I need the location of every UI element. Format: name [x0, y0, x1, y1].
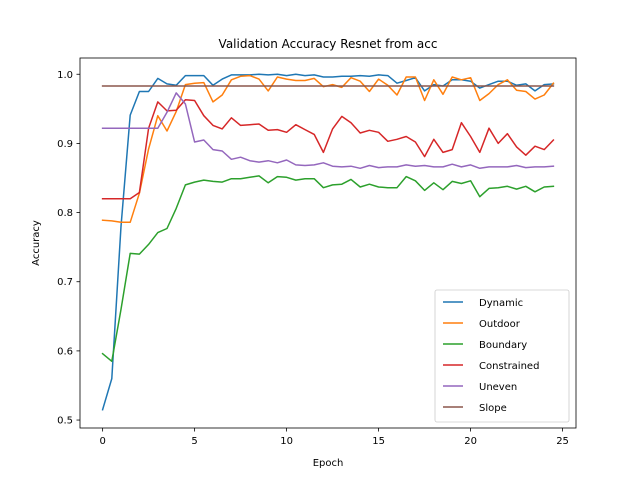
- y-tick-label: 0.8: [57, 208, 73, 219]
- y-tick-label: 0.7: [57, 277, 73, 288]
- legend-label-uneven: Uneven: [479, 382, 517, 393]
- y-axis-label: Accuracy: [31, 220, 42, 266]
- legend-label-slope: Slope: [479, 403, 507, 414]
- y-tick-label: 1.0: [57, 70, 73, 81]
- x-tick-label: 10: [280, 436, 293, 447]
- x-tick-label: 5: [191, 436, 197, 447]
- series-line-uneven: [101, 92, 555, 170]
- y-tick-label: 0.9: [57, 139, 73, 150]
- x-tick-label: 15: [372, 436, 385, 447]
- y-tick-label: 0.6: [57, 346, 73, 357]
- legend-label-dynamic: Dynamic: [479, 298, 523, 309]
- chart-title: Validation Accuracy Resnet from acc: [219, 37, 438, 51]
- plot-frame: [79, 57, 577, 429]
- legend-label-boundary: Boundary: [479, 340, 527, 351]
- legend-box: [434, 289, 570, 423]
- legend-label-constrained: Constrained: [479, 361, 539, 372]
- legend-label-outdoor: Outdoor: [479, 319, 521, 330]
- series-layer: [101, 73, 555, 411]
- x-axis: 0 5 10 15 20 25: [99, 428, 569, 447]
- series-line-constrained: [101, 99, 555, 200]
- y-axis: 0.5 0.6 0.7 0.8 0.9 1.0: [57, 70, 80, 427]
- y-tick-label: 0.5: [57, 416, 73, 427]
- legend: Dynamic Outdoor Boundary Constrained Uneven S…: [434, 289, 570, 423]
- x-axis-label: Epoch: [313, 458, 344, 469]
- x-tick-label: 0: [99, 436, 105, 447]
- series-line-boundary: [101, 175, 555, 363]
- x-tick-label: 25: [556, 436, 569, 447]
- x-tick-label: 20: [464, 436, 477, 447]
- series-line-dynamic: [101, 73, 555, 411]
